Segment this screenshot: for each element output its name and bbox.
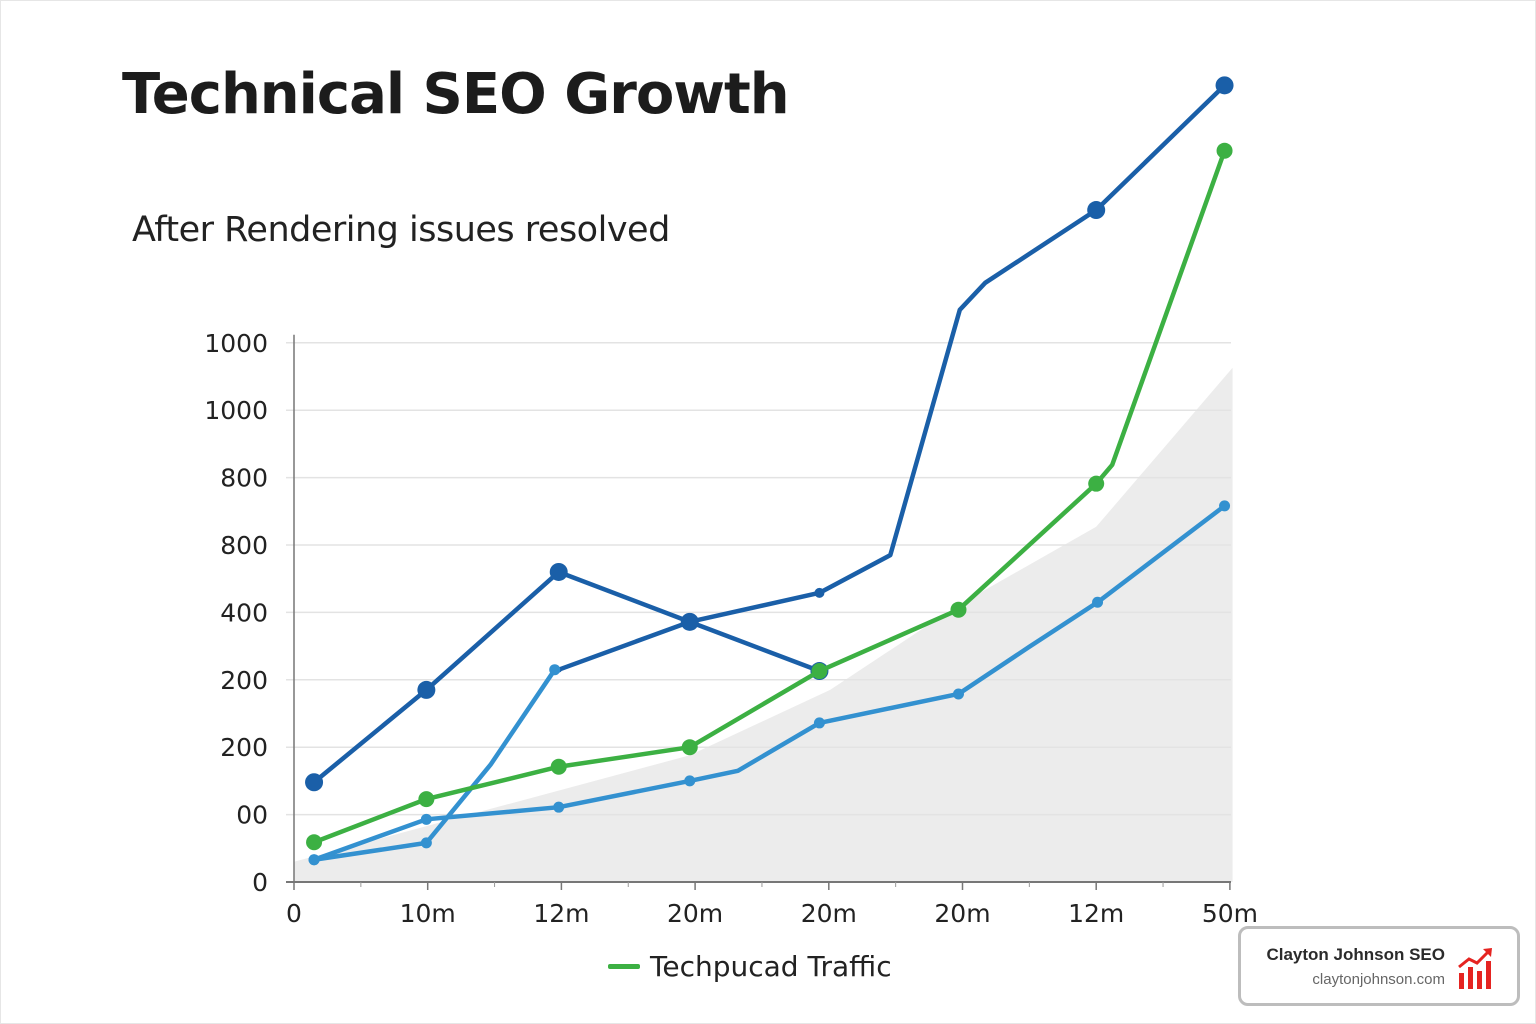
- x-tick-label: 10m: [400, 899, 456, 928]
- x-tick-label: 20m: [934, 899, 990, 928]
- y-tick-label: 1000: [204, 329, 268, 358]
- legend: Techpucad Traffic: [608, 950, 892, 983]
- legend-swatch-green: [608, 964, 640, 969]
- y-tick-label: 800: [220, 531, 268, 560]
- data-point: [420, 813, 432, 825]
- y-tick-label: 800: [220, 464, 268, 493]
- data-point: [420, 837, 432, 849]
- data-point: [1088, 475, 1105, 492]
- data-point: [1219, 500, 1231, 512]
- data-point: [553, 801, 565, 813]
- chart-subtitle: After Rendering issues resolved: [132, 210, 670, 250]
- y-tick-label: 0: [252, 868, 268, 897]
- x-tick-label: 0: [286, 899, 302, 928]
- data-point: [811, 663, 828, 680]
- y-tick-label: 200: [220, 666, 268, 695]
- data-point: [950, 601, 967, 618]
- data-point: [550, 758, 567, 775]
- series-line: [556, 83, 1227, 672]
- shaded-area: [294, 367, 1233, 882]
- chart-title: Technical SEO Growth: [122, 62, 790, 127]
- data-point: [417, 680, 436, 699]
- brand-name: Clayton Johnson SEO: [1266, 945, 1445, 964]
- data-point: [681, 613, 698, 630]
- data-point: [549, 562, 568, 581]
- data-point: [549, 664, 561, 676]
- data-point: [681, 739, 698, 756]
- data-point: [306, 834, 323, 851]
- y-tick-label: 1000: [204, 396, 268, 425]
- data-point: [305, 773, 324, 792]
- series-line: [311, 503, 1227, 863]
- x-tick-label: 50m: [1202, 899, 1258, 928]
- y-tick-label: 00: [236, 801, 268, 830]
- data-point: [684, 775, 696, 787]
- data-point: [814, 587, 825, 598]
- data-point: [1215, 76, 1234, 95]
- data-point: [1092, 596, 1104, 608]
- x-tick-label: 20m: [667, 899, 723, 928]
- data-point: [1216, 142, 1233, 159]
- legend-label: Techpucad Traffic: [650, 950, 892, 983]
- brand-badge: Clayton Johnson SEO claytonjohnson.com: [1238, 926, 1520, 1006]
- data-point: [813, 717, 825, 729]
- bar-chart-trend-up-icon: [1458, 948, 1492, 989]
- series-line: [311, 667, 557, 863]
- data-point: [952, 688, 964, 700]
- x-tick-label: 12m: [533, 899, 589, 928]
- brand-url: claytonjohnson.com: [1312, 971, 1445, 988]
- data-point: [308, 854, 320, 866]
- y-tick-label: 200: [220, 733, 268, 762]
- x-tick-label: 12m: [1068, 899, 1124, 928]
- data-point: [1087, 201, 1106, 220]
- data-point: [418, 791, 435, 808]
- x-tick-label: 20m: [801, 899, 857, 928]
- y-tick-label: 400: [220, 598, 268, 627]
